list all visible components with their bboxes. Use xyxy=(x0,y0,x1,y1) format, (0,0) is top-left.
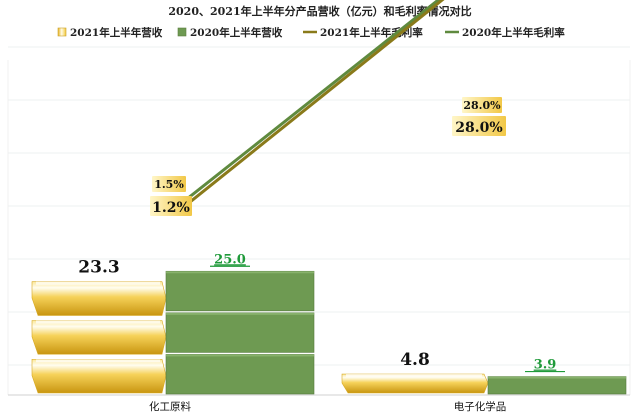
data-label: 25.0 xyxy=(214,252,246,267)
line-label-box xyxy=(462,97,502,113)
data-label: 23.3 xyxy=(78,258,119,278)
bar-highlight xyxy=(166,271,314,274)
data-labels: 23.3 25.0 4.8 3.9 1.5% 1.2% 28.0% 28.0% xyxy=(78,97,565,373)
x-axis: 化工原料 电子化学品 xyxy=(149,400,506,413)
series-line xyxy=(183,0,445,208)
bar-highlight xyxy=(36,320,160,324)
line-label-box xyxy=(150,196,192,216)
data-label: 3.9 xyxy=(534,358,557,373)
bar-highlight xyxy=(166,354,314,357)
bar-highlight xyxy=(166,312,314,315)
bar-2020-0 xyxy=(165,270,315,395)
line-data-label: 28.0% xyxy=(463,99,501,112)
legend-swatch xyxy=(177,27,187,37)
bar-highlight xyxy=(488,376,626,379)
bar-segment xyxy=(31,358,167,394)
bar-2021-0 xyxy=(31,281,167,394)
chart-title: 2020、2021年上半年分产品营收（亿元）和毛利率情况对比 xyxy=(168,4,471,18)
bar-highlight xyxy=(36,281,160,285)
category-label: 化工原料 xyxy=(149,400,191,413)
legend-entry: 2021年上半年营收 xyxy=(70,26,163,39)
bar-segment xyxy=(165,270,315,312)
legend-entry: 2020年上半年营收 xyxy=(190,26,283,39)
series-line xyxy=(183,0,441,203)
legend: 2021年上半年营收 2020年上半年营收 2021年上半年毛利率 2020年上半年毛… xyxy=(57,26,565,39)
bar-2020-1 xyxy=(487,376,627,395)
data-label: 4.8 xyxy=(400,350,430,370)
bar-segment xyxy=(341,373,489,394)
line-data-label: 28.0% xyxy=(455,120,502,136)
category-label: 电子化学品 xyxy=(454,400,507,413)
bar-2021-1 xyxy=(341,373,489,394)
bar-segment xyxy=(31,281,167,316)
bar-segment xyxy=(165,354,315,395)
bar-segment xyxy=(487,376,627,395)
bar-segment xyxy=(31,320,167,355)
line-data-label: 1.5% xyxy=(154,178,184,191)
line-label-box xyxy=(452,116,506,136)
line-label-box xyxy=(152,176,186,192)
bar-highlight xyxy=(36,359,160,363)
legend-swatch xyxy=(57,27,67,37)
line-data-label: 1.2% xyxy=(152,200,190,216)
legend-entry: 2020年上半年毛利率 xyxy=(462,26,565,39)
bar-segment xyxy=(165,312,315,353)
lines xyxy=(183,0,445,208)
bars xyxy=(31,270,627,395)
bar-highlight xyxy=(346,374,482,378)
